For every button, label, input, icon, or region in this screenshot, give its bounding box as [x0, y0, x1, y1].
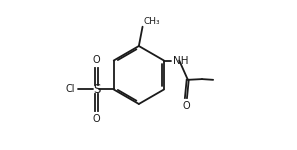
Text: O: O — [182, 101, 190, 111]
Text: S: S — [93, 83, 100, 96]
Text: Cl: Cl — [66, 84, 75, 94]
Text: O: O — [93, 114, 100, 124]
Text: O: O — [93, 55, 100, 65]
Text: NH: NH — [173, 56, 188, 66]
Text: CH₃: CH₃ — [143, 17, 160, 26]
